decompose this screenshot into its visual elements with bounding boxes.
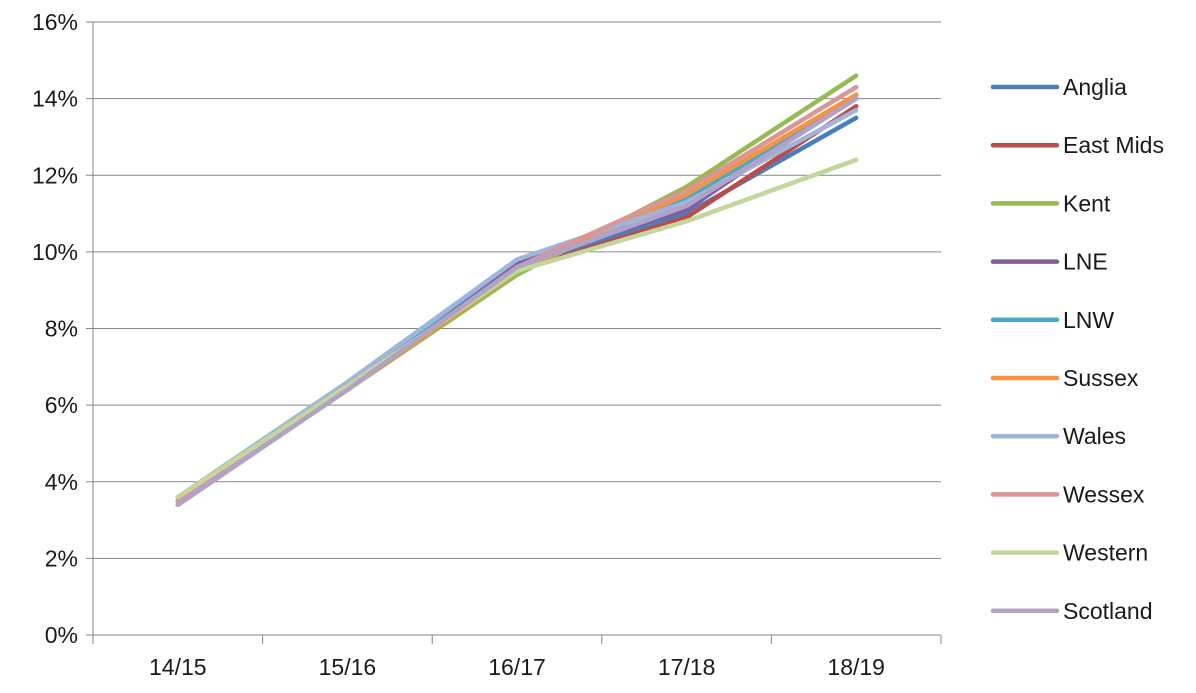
legend-label: Scotland	[1063, 598, 1153, 624]
series-line-scotland	[175, 96, 859, 507]
series-line-wessex	[175, 84, 859, 504]
series-line-sussex	[175, 92, 859, 504]
x-tick-label: 18/19	[827, 654, 885, 680]
x-tick-label: 17/18	[658, 654, 716, 680]
x-tick-label: 14/15	[149, 654, 207, 680]
y-tick-label: 8%	[45, 316, 78, 342]
x-axis-tick-labels: 14/15 15/16 16/17 17/18 18/19	[149, 654, 885, 680]
x-tick-label: 15/16	[319, 654, 377, 680]
legend-label: Anglia	[1063, 74, 1127, 100]
series-line-western	[175, 157, 859, 500]
legend-label: LNW	[1063, 307, 1114, 333]
series-line-lnw	[175, 96, 859, 504]
y-tick-label: 2%	[45, 545, 78, 571]
legend-label: Sussex	[1063, 365, 1139, 391]
series-lines	[175, 73, 859, 507]
legend-label: Wales	[1063, 423, 1126, 449]
legend-label: LNE	[1063, 249, 1108, 275]
x-tick-label: 16/17	[488, 654, 546, 680]
gridlines	[93, 21, 941, 559]
y-tick-label: 14%	[32, 86, 78, 112]
y-tick-label: 16%	[32, 9, 78, 35]
y-tick-label: 10%	[32, 239, 78, 265]
legend-label: Kent	[1063, 190, 1111, 216]
legend-label: Western	[1063, 540, 1148, 566]
legend-label: Wessex	[1063, 481, 1145, 507]
y-tick-label: 12%	[32, 162, 78, 188]
y-tick-label: 6%	[45, 392, 78, 418]
legend: Anglia East Mids Kent LNE LNW Sussex Wales Wess…	[990, 74, 1164, 624]
y-axis-tick-labels: 0% 2% 4% 6% 8% 10% 12% 14% 16%	[32, 9, 78, 648]
y-tick-label: 4%	[45, 469, 78, 495]
axes	[86, 21, 942, 644]
series-line-wales	[175, 107, 859, 500]
y-tick-label: 0%	[45, 622, 78, 648]
legend-label: East Mids	[1063, 132, 1164, 158]
